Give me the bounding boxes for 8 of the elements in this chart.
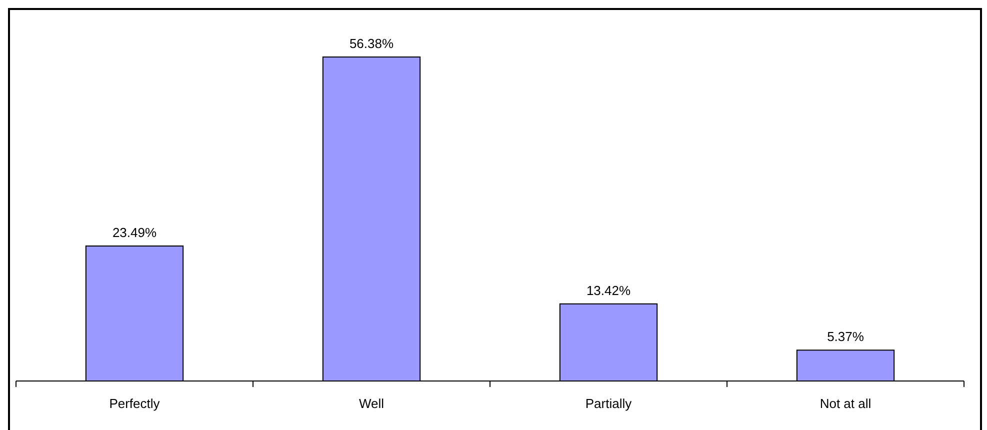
x-tick-label: Well [358,396,384,411]
data-label: 23.49% [112,225,157,240]
x-tick-label: Perfectly [109,396,160,411]
x-tick-label: Not at all [820,396,872,411]
x-tick-label: Partially [585,396,632,411]
data-label: 5.37% [827,329,864,344]
data-label: 56.38% [349,36,394,51]
data-label: 13.42% [586,282,631,298]
